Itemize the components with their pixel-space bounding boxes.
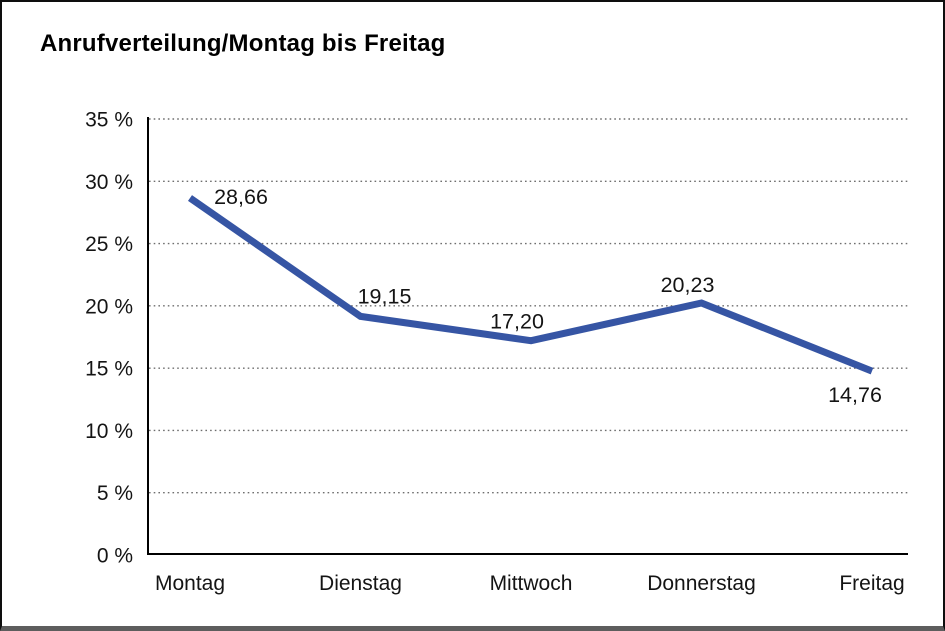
point-label: 20,23 (661, 273, 715, 297)
x-category-label: Freitag (839, 572, 904, 595)
y-tick-label: 0 % (97, 545, 133, 568)
x-category-label: Montag (155, 572, 225, 595)
point-label: 19,15 (358, 284, 412, 308)
x-category-label: Donnerstag (647, 572, 756, 595)
y-tick-label: 10 % (85, 420, 133, 443)
x-category-label: Dienstag (319, 572, 402, 595)
point-label: 28,66 (214, 185, 268, 209)
point-label: 17,20 (490, 310, 544, 334)
y-axis-labels: 0 % 5 % 10 % 15 % 20 % 25 % 30 % 35 % (85, 109, 133, 568)
axis-lines (147, 117, 908, 555)
point-label: 14,76 (828, 383, 882, 407)
series-line (188, 195, 874, 375)
y-tick-label: 35 % (85, 109, 133, 132)
data-series-line (188, 195, 874, 375)
chart-title: Anrufverteilung/Montag bis Freitag (40, 30, 446, 57)
y-tick-label: 5 % (97, 482, 133, 505)
y-tick-label: 20 % (85, 295, 133, 318)
y-tick-label: 25 % (85, 233, 133, 256)
x-category-label: Mittwoch (490, 572, 573, 595)
x-axis-labels: Montag Dienstag Mittwoch Donnerstag Freitag (155, 572, 905, 595)
y-tick-label: 15 % (85, 358, 133, 381)
point-labels: 28,66 19,15 17,20 20,23 14,76 (214, 185, 882, 407)
y-tick-label: 30 % (85, 171, 133, 194)
y-gridlines (149, 118, 908, 494)
